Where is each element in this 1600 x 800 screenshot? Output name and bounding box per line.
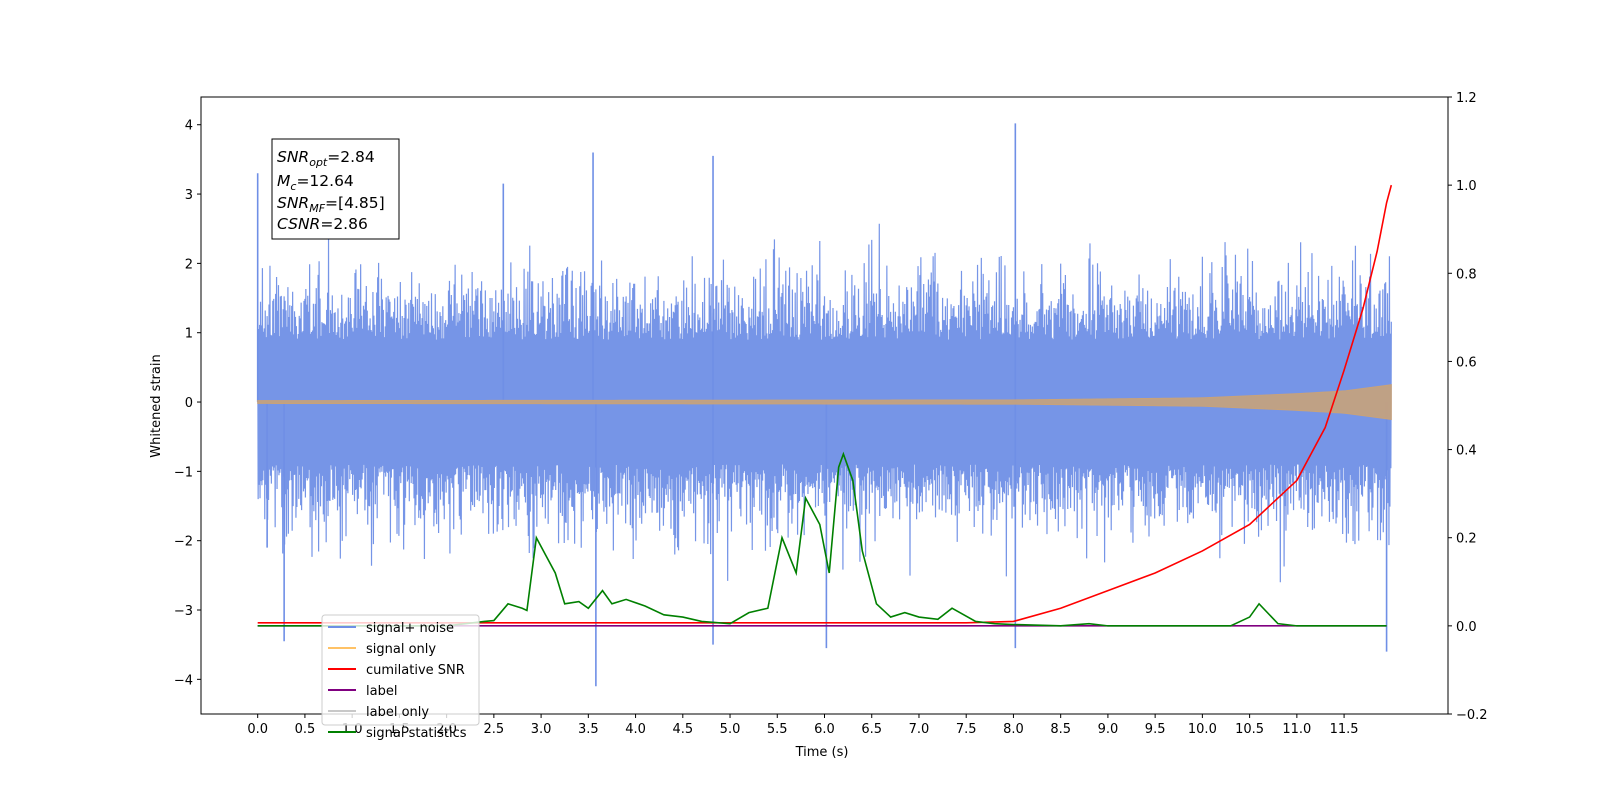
stats-snr-mf-sub: MF: [309, 202, 325, 215]
x-tick-label: 7.5: [956, 722, 977, 737]
x-tick-label: 9.0: [1098, 722, 1119, 737]
y-tick-label: 3: [185, 188, 193, 203]
stats-csnr-value: =2.86: [320, 215, 368, 233]
legend-frame: [321, 614, 480, 726]
stats-snr-opt-sub: opt: [309, 156, 328, 169]
x-axis-label: Time (s): [795, 745, 849, 760]
stats-mc-value: =12.64: [296, 172, 353, 190]
y2-tick-label: 0.0: [1456, 620, 1477, 635]
stats-snr-opt-label: SNR: [277, 148, 309, 166]
x-tick-label: 2.0: [436, 722, 457, 737]
y2-tick-label: 0.2: [1456, 532, 1477, 547]
legend-label: signal statistics: [366, 726, 467, 741]
y-tick-label: 1: [185, 327, 193, 342]
x-tick-label: 11.5: [1330, 722, 1359, 737]
stats-box-frame: [271, 138, 400, 240]
stats-snr-mf: SNRMF=[4.85]: [277, 194, 385, 215]
y-tick-label: 4: [185, 119, 193, 134]
stats-box: SNRopt=2.84 Mc=12.64 SNRMF=[4.85] CSNR=2…: [271, 138, 400, 240]
stats-snr-opt-value: =2.84: [327, 148, 375, 166]
x-tick-label: 1.0: [342, 722, 363, 737]
data-layer: [256, 123, 1393, 687]
legend-label: label: [366, 684, 397, 699]
x-ticks: 0.0 0.5 1.0 1.5 2.0 2.5 3.0 3.5 4.0 4.5 5.0 5.5 6.0 6…: [247, 714, 1359, 737]
y-tick-label: −1: [174, 465, 193, 480]
y2-ticks: 1.2 1.0 0.8 0.6 0.4 0.2 0.0 −0.2: [1448, 91, 1488, 723]
x-tick-label: 3.0: [531, 722, 552, 737]
series-signal-noise: [257, 223, 1392, 583]
stats-snr-opt: SNRopt=2.84: [277, 148, 375, 169]
stats-snr-mf-label: SNR: [277, 194, 309, 212]
legend-label: cumilative SNR: [366, 663, 465, 678]
legend-label: signal only: [366, 642, 436, 657]
stats-snr-mf-value: =[4.85]: [325, 194, 385, 212]
stats-csnr: CSNR=2.86: [277, 215, 368, 233]
x-tick-label: 11.0: [1282, 722, 1311, 737]
x-tick-label: 9.5: [1145, 722, 1166, 737]
series-cumulative-snr: [257, 184, 1393, 624]
y-tick-label: −2: [174, 535, 193, 550]
x-tick-label: 0.0: [247, 722, 268, 737]
x-tick-label: 10.0: [1188, 722, 1217, 737]
series-signal-only: [257, 384, 1392, 420]
x-tick-label: 7.0: [909, 722, 930, 737]
x-tick-label: 6.5: [861, 722, 882, 737]
x-tick-label: 2.5: [484, 722, 505, 737]
x-tick-label: 3.5: [578, 722, 599, 737]
y2-tick-label: 0.8: [1456, 267, 1477, 282]
x-tick-label: 5.0: [720, 722, 741, 737]
stats-mc-label: M: [277, 172, 290, 190]
x-tick-label: 0.5: [295, 722, 316, 737]
y2-tick-label: 0.4: [1456, 444, 1477, 459]
y2-tick-label: 1.2: [1456, 91, 1477, 106]
y-tick-label: 0: [185, 396, 193, 411]
y-tick-label: 2: [185, 257, 193, 272]
y-tick-label: −3: [174, 604, 193, 619]
x-tick-label: 1.5: [389, 722, 410, 737]
x-tick-label: 6.0: [814, 722, 835, 737]
series-signal-statistics: [257, 451, 1387, 627]
y-axis-label: Whitened strain: [149, 354, 164, 457]
x-tick-label: 8.0: [1003, 722, 1024, 737]
x-tick-label: 5.5: [767, 722, 788, 737]
x-tick-label: 4.0: [625, 722, 646, 737]
stats-mc: Mc=12.64: [277, 172, 354, 193]
y2-tick-label: 0.6: [1456, 355, 1477, 370]
legend-label: signal+ noise: [366, 621, 454, 636]
stats-csnr-label: CSNR: [277, 215, 320, 233]
legend: signal+ noise signal only cumilative SNR la…: [321, 614, 480, 741]
y2-tick-label: 1.0: [1456, 179, 1477, 194]
y-ticks: 4 3 2 1 0 −1 −2 −3 −4: [174, 119, 201, 688]
y2-tick-label: −0.2: [1456, 708, 1488, 723]
legend-label: label only: [366, 705, 429, 720]
x-tick-label: 8.5: [1050, 722, 1071, 737]
x-tick-label: 10.5: [1235, 722, 1264, 737]
stats-mc-sub: c: [290, 180, 296, 193]
x-tick-label: 4.5: [672, 722, 693, 737]
y-tick-label: −4: [174, 673, 193, 688]
